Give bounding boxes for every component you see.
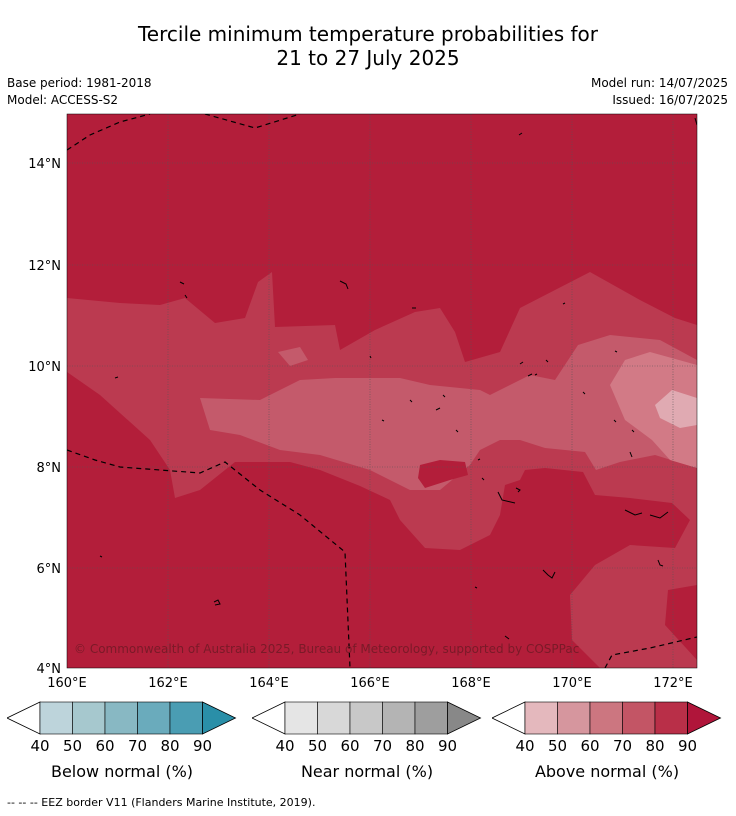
eez-footnote: -- -- -- EEZ border V11 (Flanders Marine… xyxy=(7,796,316,809)
colorbar-extend-high xyxy=(687,701,722,735)
legend-above: 40 50 60 70 80 90 Above normal (%) xyxy=(491,700,722,781)
lon-label: 172°E xyxy=(653,676,693,691)
title-line-2: 21 to 27 July 2025 xyxy=(276,46,460,70)
lon-label: 168°E xyxy=(451,676,491,691)
colorbar-tick-label: 40 xyxy=(275,737,294,755)
grid-lines xyxy=(67,114,697,668)
legend-below: 40 50 60 70 80 90 Below normal (%) xyxy=(6,700,237,781)
title-line-1: Tercile minimum temperature probabilitie… xyxy=(137,22,599,46)
copyright-text: © Commonwealth of Australia 2025, Bureau… xyxy=(74,642,579,656)
colorbar-tick-label: 50 xyxy=(548,737,567,755)
map-frame xyxy=(66,113,698,669)
base-period: Base period: 1981-2018 xyxy=(7,76,152,90)
colorbar-extend-low xyxy=(491,701,526,735)
above-50-region xyxy=(655,390,697,428)
colorbar-segment xyxy=(414,701,448,735)
colorbar-tick-label: 70 xyxy=(128,737,147,755)
colorbar-extend-high xyxy=(447,701,482,735)
colorbar-segment xyxy=(104,701,138,735)
meta-left: Base period: 1981-2018 Model: ACCESS-S2 xyxy=(7,75,152,109)
above-70-patch-west xyxy=(278,347,308,366)
map-area: © Commonwealth of Australia 2025, Bureau… xyxy=(67,114,697,668)
colorbar-segment xyxy=(382,701,416,735)
colorbar-segment xyxy=(524,701,558,735)
colorbar-tick-label: 80 xyxy=(160,737,179,755)
colorbar-tick-label: 70 xyxy=(613,737,632,755)
lat-label: 8°N xyxy=(37,461,62,476)
colorbar-segment xyxy=(557,701,591,735)
colorbar-above: 40 50 60 70 80 90 xyxy=(491,701,722,755)
lat-axis: 14°N 12°N 10°N 8°N 6°N 4°N xyxy=(28,157,61,677)
colorbar-segment xyxy=(349,701,383,735)
colorbar-segment xyxy=(589,701,623,735)
lon-axis: 160°E 162°E 164°E 166°E 168°E 170°E 172°… xyxy=(47,676,693,691)
colorbar-extend-low xyxy=(6,701,41,735)
above-70-region xyxy=(200,335,697,490)
colorbar-tick-label: 90 xyxy=(193,737,212,755)
chart-title: Tercile minimum temperature probabilitie… xyxy=(0,22,736,70)
colorbar-below: 40 50 60 70 80 90 xyxy=(6,701,237,755)
legend-above-label: Above normal (%) xyxy=(534,762,680,781)
colorbar-extend-low xyxy=(251,701,286,735)
islands xyxy=(99,117,697,640)
colorbar-segment xyxy=(137,701,171,735)
lon-label: 164°E xyxy=(249,676,289,691)
legend-below-label: Below normal (%) xyxy=(50,762,194,781)
colorbar-tick-label: 50 xyxy=(63,737,82,755)
eez-borders xyxy=(67,114,697,668)
colorbar-tick-label: 90 xyxy=(438,737,457,755)
lat-label: 12°N xyxy=(28,259,61,274)
colorbar-tick-label: 90 xyxy=(678,737,697,755)
colorbar-tick-label: 50 xyxy=(308,737,327,755)
lat-label: 10°N xyxy=(28,360,61,375)
colorbar-segment xyxy=(284,701,318,735)
legend-near-label: Near normal (%) xyxy=(300,762,434,781)
colorbar-tick-label: 40 xyxy=(30,737,49,755)
colorbar-segment xyxy=(622,701,656,735)
colorbar-extend-high xyxy=(202,701,237,735)
colorbar-segment xyxy=(317,701,351,735)
colorbar-tick-label: 70 xyxy=(373,737,392,755)
lon-label: 170°E xyxy=(552,676,592,691)
lat-label: 6°N xyxy=(37,562,62,577)
colorbar-segment xyxy=(169,701,203,735)
colorbar-near: 40 50 60 70 80 90 xyxy=(251,701,482,755)
lon-label: 162°E xyxy=(148,676,188,691)
lon-label: 160°E xyxy=(47,676,87,691)
colorbar-tick-label: 60 xyxy=(95,737,114,755)
above-70-patch-small xyxy=(248,420,272,440)
model-name: Model: ACCESS-S2 xyxy=(7,93,119,107)
lat-label: 14°N xyxy=(28,157,61,172)
meta-right: Model run: 14/07/2025 Issued: 16/07/2025 xyxy=(591,75,728,109)
colorbar-tick-label: 60 xyxy=(340,737,359,755)
legend-near: 40 50 60 70 80 90 Near normal (%) xyxy=(251,700,482,781)
colorbar-tick-label: 60 xyxy=(580,737,599,755)
colorbar-segment xyxy=(654,701,688,735)
colorbar-tick-label: 80 xyxy=(405,737,424,755)
lat-label: 4°N xyxy=(37,662,62,677)
above-60-region xyxy=(610,352,697,468)
lon-label: 166°E xyxy=(350,676,390,691)
colorbar-tick-label: 40 xyxy=(515,737,534,755)
issued-date: Issued: 16/07/2025 xyxy=(612,93,728,107)
colorbar-segment xyxy=(39,701,73,735)
probability-map: © Commonwealth of Australia 2025, Bureau… xyxy=(28,113,698,691)
model-run: Model run: 14/07/2025 xyxy=(590,76,728,90)
colorbar-segment xyxy=(72,701,106,735)
colorbar-tick-label: 80 xyxy=(645,737,664,755)
